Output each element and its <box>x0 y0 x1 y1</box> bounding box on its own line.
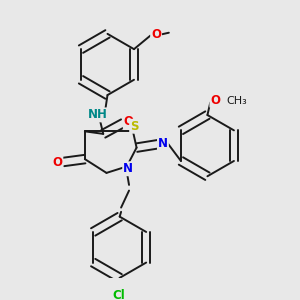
Text: O: O <box>151 28 161 41</box>
Text: O: O <box>124 115 134 128</box>
Text: S: S <box>130 120 139 133</box>
Text: N: N <box>123 162 133 175</box>
Text: O: O <box>52 156 62 169</box>
Text: N: N <box>158 137 168 150</box>
Text: Cl: Cl <box>113 289 125 300</box>
Text: NH: NH <box>88 108 107 122</box>
Text: CH₃: CH₃ <box>227 96 248 106</box>
Text: O: O <box>210 94 220 107</box>
